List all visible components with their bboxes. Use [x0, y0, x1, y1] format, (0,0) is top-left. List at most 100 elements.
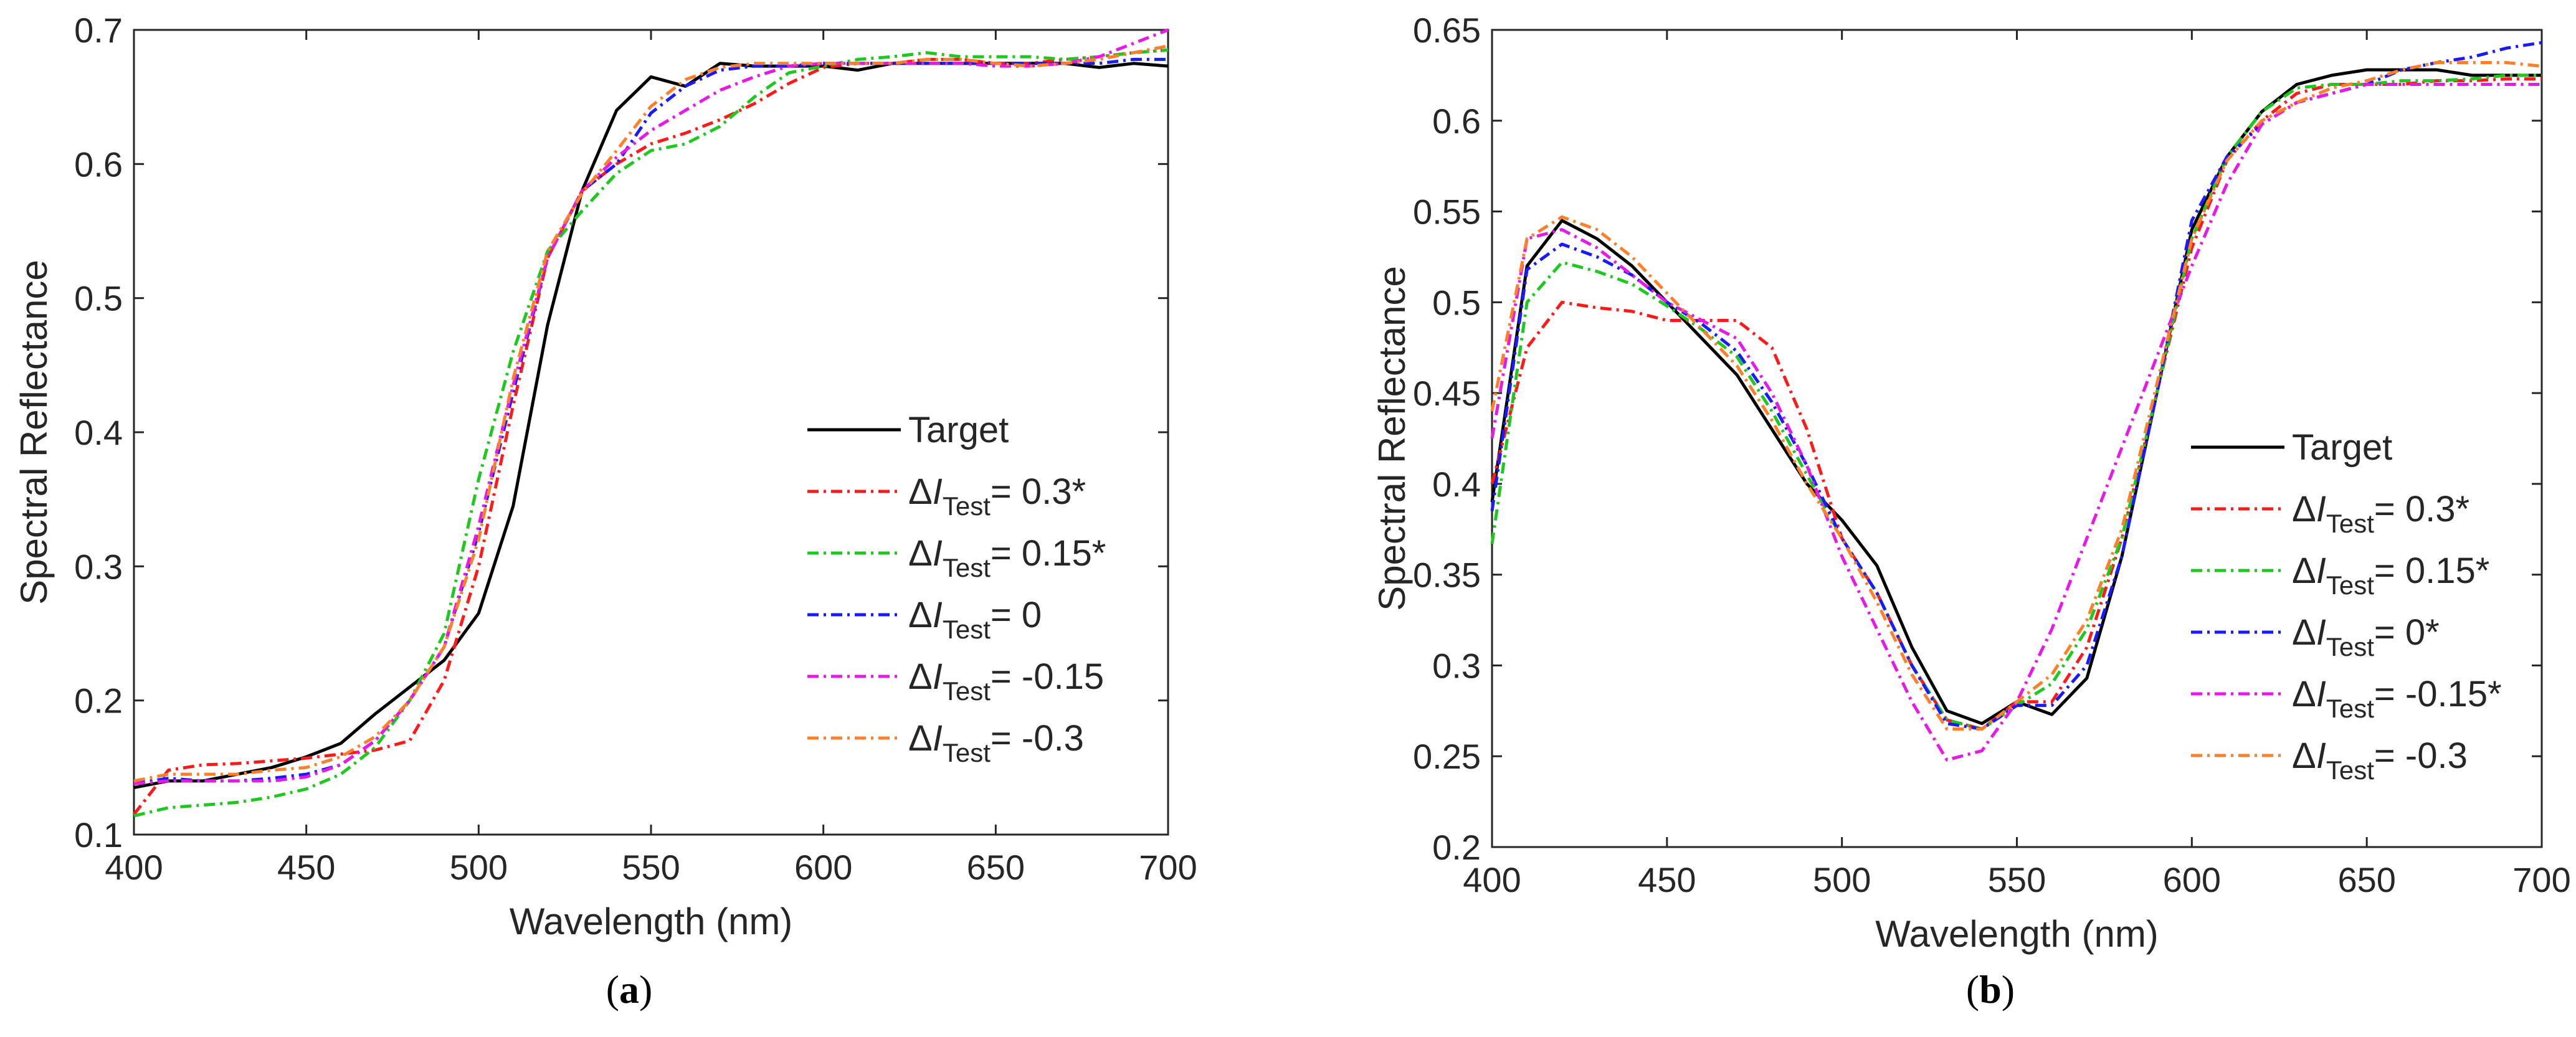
legend-entry-0: Target	[908, 410, 1009, 450]
legend-subscript: Test	[943, 553, 991, 582]
y-axis-label: Spectral Reflectance	[1371, 266, 1413, 611]
legend-subscript: Test	[2326, 571, 2374, 600]
legend-variable: I	[933, 471, 943, 512]
legend-value: = 0*	[2374, 612, 2440, 653]
y-tick-label: 0.5	[74, 279, 123, 318]
legend-value: = 0.15*	[991, 533, 1106, 574]
legend-variable: I	[933, 656, 943, 697]
x-tick-label: 400	[1463, 860, 1521, 899]
x-axis-label: Wavelength (nm)	[1875, 913, 2159, 955]
caption-part: a	[619, 967, 639, 1011]
y-tick-label: 0.3	[74, 547, 123, 586]
chart-panel-b: 400 450 500 550 600 650 700 0.2 0.25 0.3 0.35 0.4 0.…	[1371, 11, 2571, 1011]
legend-entry-1: ΔITest= 0.3*	[908, 471, 1086, 521]
x-tick-label: 550	[622, 848, 680, 887]
series-line-4	[133, 28, 1169, 785]
legend-delta: Δ	[908, 718, 933, 759]
y-tick-label: 0.65	[1413, 11, 1481, 50]
y-tick-label: 0.45	[1413, 374, 1481, 413]
legend-variable: I	[2316, 612, 2326, 653]
legend-entry-5: ΔITest= -0.3	[908, 718, 1084, 767]
legend-subscript: Test	[943, 676, 991, 706]
x-tick-label: 700	[1139, 848, 1197, 887]
y-tick-label: 0.35	[1413, 556, 1481, 595]
legend-value: = 0	[991, 595, 1042, 635]
legend-entry-3: ΔITest= 0	[908, 595, 1042, 644]
legend-subscript: Test	[943, 738, 991, 767]
x-tick-label: 650	[967, 848, 1025, 887]
legend-subscript: Test	[943, 491, 991, 521]
y-tick-label: 0.1	[74, 815, 123, 855]
legend-variable: I	[933, 595, 943, 635]
y-tick-label: 0.25	[1413, 737, 1481, 776]
legend-variable: I	[2316, 736, 2326, 776]
y-tick-label: 0.4	[74, 413, 123, 452]
y-tick-label: 0.6	[1432, 102, 1481, 141]
x-tick-label: 600	[2163, 860, 2221, 899]
legend-variable: I	[2316, 489, 2326, 529]
chart-panel-a: 400 450 500 550 600 650 700 0.1 0.2 0.3 0.4 0.5 0.6 0…	[13, 11, 1197, 1011]
legend-entry-2: ΔITest= 0.15*	[908, 533, 1106, 582]
y-tick-label: 0.2	[1432, 828, 1481, 867]
panel-caption: (a)	[606, 967, 653, 1011]
legend-entry-4: ΔITest= -0.15*	[2292, 674, 2502, 723]
legend-variable: I	[933, 718, 943, 759]
x-tick-label: 450	[277, 848, 335, 887]
caption-part: )	[2002, 967, 2015, 1011]
series-line-4	[1490, 83, 2542, 762]
legend-delta: Δ	[2292, 489, 2316, 529]
x-tick-label: 500	[450, 848, 508, 887]
legend-value: = -0.15*	[2374, 674, 2502, 714]
legend-delta: Δ	[2292, 674, 2316, 714]
y-axis-label: Spectral Reflectance	[13, 260, 55, 605]
legend-delta: Δ	[908, 471, 933, 512]
caption-part: )	[639, 967, 652, 1011]
legend-subscript: Test	[2326, 509, 2374, 538]
y-tick-label: 0.3	[1432, 646, 1481, 685]
legend-subscript: Test	[2326, 632, 2374, 661]
legend-value: = 0.15*	[2374, 551, 2489, 591]
series-line-1	[133, 48, 1169, 816]
series-line-5	[1490, 61, 2542, 731]
legend-entry-5: ΔITest= -0.3	[2292, 736, 2468, 785]
legend-subscript: Test	[943, 615, 991, 644]
caption-part: (	[606, 967, 619, 1011]
legend-variable: I	[2316, 551, 2326, 591]
legend-subscript: Test	[2326, 694, 2374, 723]
caption-part: (	[1966, 967, 1979, 1011]
legend-variable: I	[2316, 674, 2326, 714]
legend-delta: Δ	[908, 595, 933, 635]
legend-value: = -0.3	[2374, 736, 2468, 776]
x-tick-label: 400	[105, 848, 163, 887]
legend-delta: Δ	[908, 656, 933, 697]
y-tick-label: 0.55	[1413, 192, 1481, 232]
y-tick-label: 0.6	[74, 144, 123, 184]
legend-delta: Δ	[2292, 551, 2316, 591]
x-tick-label: 500	[1813, 860, 1871, 899]
legend-delta: Δ	[2292, 612, 2316, 653]
legend-entry-1: ΔITest= 0.3*	[2292, 489, 2469, 538]
x-tick-label: 650	[2337, 860, 2395, 899]
y-tick-label: 0.5	[1432, 283, 1481, 322]
legend-value: = 0.3*	[2374, 489, 2469, 529]
x-tick-label: 550	[1988, 860, 2046, 899]
x-tick-label: 700	[2512, 860, 2570, 899]
legend-entry-0: Target	[2292, 427, 2392, 468]
legend-value: = 0.3*	[991, 471, 1086, 512]
legend-delta: Δ	[2292, 736, 2316, 776]
x-tick-label: 600	[794, 848, 852, 887]
legend-value: = -0.3	[991, 718, 1084, 759]
legend-subscript: Test	[2326, 755, 2374, 785]
x-axis-label: Wavelength (nm)	[510, 901, 793, 942]
legend-delta: Δ	[908, 533, 933, 574]
y-tick-label: 0.4	[1432, 465, 1481, 504]
panel-caption: (b)	[1966, 967, 2015, 1011]
legend-entry-4: ΔITest= -0.15	[908, 656, 1104, 706]
legend-entry-3: ΔITest= 0*	[2292, 612, 2440, 661]
legend-variable: I	[933, 533, 943, 574]
y-tick-label: 0.7	[74, 11, 123, 50]
series-line-5	[133, 44, 1169, 783]
